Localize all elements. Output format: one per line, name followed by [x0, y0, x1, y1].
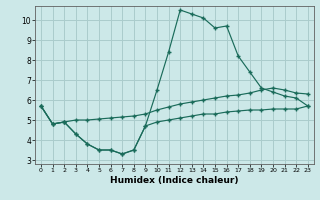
X-axis label: Humidex (Indice chaleur): Humidex (Indice chaleur) [110, 176, 239, 185]
